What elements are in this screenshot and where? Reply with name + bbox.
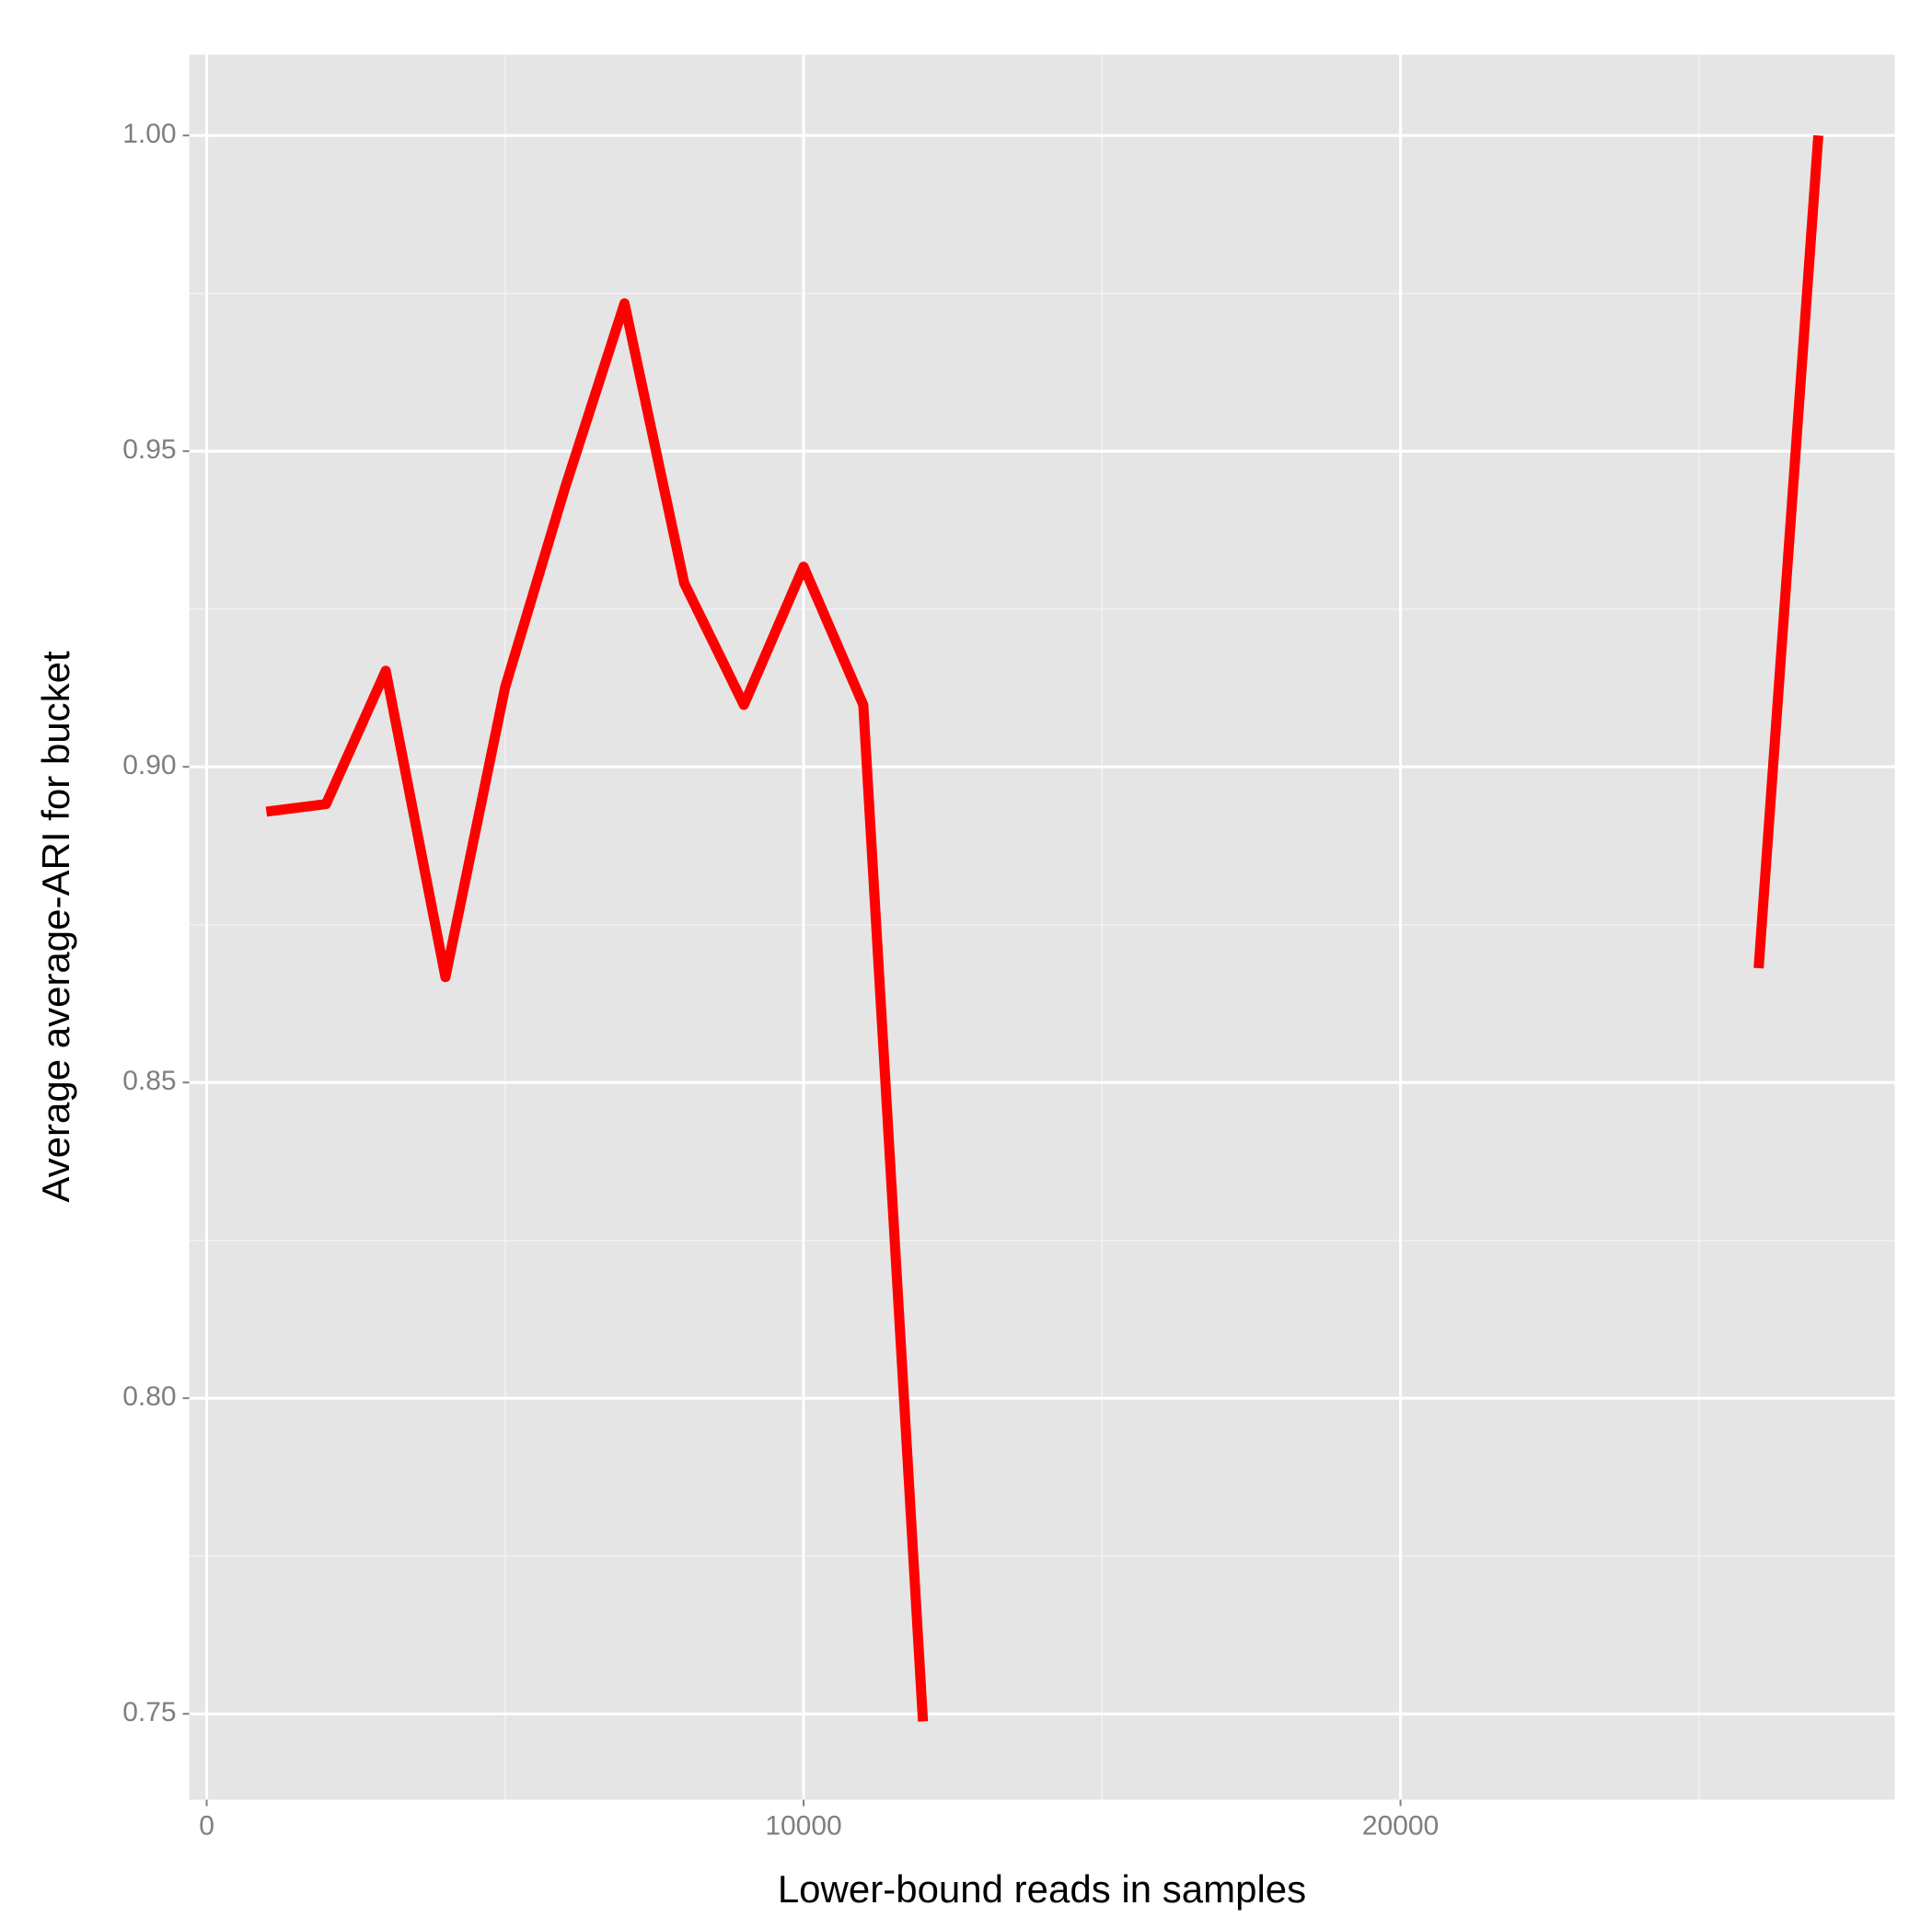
line [265, 134, 1823, 1722]
plot-panel [189, 54, 1895, 1800]
y-tick-label: 0.85 [122, 1066, 176, 1096]
x-tick-label: 10000 [765, 1810, 841, 1841]
x-tick-label: 0 [199, 1810, 214, 1841]
y-tick-label: 0.90 [122, 750, 176, 780]
x-axis-title: Lower-bound reads in samples [778, 1867, 1306, 1911]
y-tick-label: 0.80 [122, 1381, 176, 1412]
y-tick-label: 1.00 [122, 119, 176, 149]
y-axis-title: Average average-ARI for bucket [34, 651, 77, 1203]
y-tick-label: 0.75 [122, 1697, 176, 1727]
x-tick-label: 20000 [1362, 1810, 1439, 1841]
y-tick-label: 0.95 [122, 434, 176, 465]
